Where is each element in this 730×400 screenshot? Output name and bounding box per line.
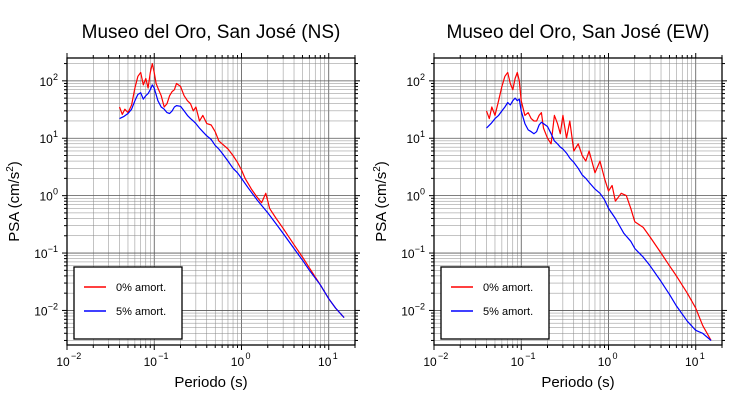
y-tick-label-exponent: −1 [48,244,58,254]
y-axis-label: PSA (cm/s2) [372,161,390,242]
legend-box [440,266,550,340]
x-tick-label: 10 [144,355,158,369]
x-tick-label-exponent: 0 [612,351,617,361]
x-tick-label-exponent: 0 [245,351,250,361]
y-axis-label-superscript: 2 [5,166,16,172]
y-axis-label-superscript: 2 [372,166,383,172]
grid [433,58,723,345]
y-tick-label-exponent: −2 [415,301,425,311]
y-tick-label: 10 [39,132,53,146]
x-tick-label-exponent: −1 [525,351,535,361]
y-axis-label: PSA (cm/s2) [5,161,23,242]
y-tick-label-exponent: −2 [48,301,58,311]
plot-frame [433,57,723,346]
legend-label: 5% amort. [483,306,533,318]
x-tick-label: 10 [598,355,612,369]
y-axis-label-text: PSA (cm/s [373,172,390,242]
x-tick-label-exponent: 1 [700,351,705,361]
chart-title: Museo del Oro, San José (EW) [447,22,710,43]
x-tick-label-exponent: −1 [158,351,168,361]
x-tick-label-exponent: 1 [333,351,338,361]
y-tick-label: 10 [34,247,48,261]
y-tick-label-exponent: −1 [415,244,425,254]
y-tick-label: 10 [401,247,415,261]
legend-label: 0% amort. [483,282,533,294]
legend-label: 5% amort. [116,306,166,318]
x-tick-label: 10 [56,355,70,369]
y-tick-label-exponent: 0 [53,187,58,197]
y-tick-label: 10 [406,75,420,89]
x-axis-label: Periodo (s) [174,374,247,391]
series-line-undamped [118,62,345,319]
legend-box [73,266,183,340]
y-tick-label: 10 [401,304,415,318]
y-axis-label-close: ) [6,161,23,166]
y-tick-label-exponent: 1 [53,129,58,139]
plot-frame [66,57,356,346]
x-tick-label-exponent: −2 [438,351,448,361]
x-tick-label-exponent: −2 [71,351,81,361]
y-axis-label-text: PSA (cm/s [6,172,23,242]
y-tick-label: 10 [406,190,420,204]
y-tick-label-exponent: 1 [420,129,425,139]
y-tick-label-exponent: 0 [420,187,425,197]
y-tick-label: 10 [39,75,53,89]
x-tick-label: 10 [423,355,437,369]
series-line-damped [119,84,345,319]
grid [66,58,356,345]
x-tick-label: 10 [231,355,245,369]
y-axis-label-close: ) [373,161,390,166]
x-axis-label: Periodo (s) [541,374,614,391]
y-tick-label: 10 [34,304,48,318]
chart-title: Museo del Oro, San José (NS) [82,22,341,43]
series-line-damped [486,97,712,341]
legend: 0% amort. 5% amort. [73,266,183,340]
y-tick-label: 10 [39,190,53,204]
y-tick-label: 10 [406,132,420,146]
x-tick-label: 10 [318,355,332,369]
y-tick-label-exponent: 2 [420,72,425,82]
series-line-undamped [485,71,712,341]
legend-label: 0% amort. [116,282,166,294]
x-tick-label: 10 [511,355,525,369]
y-tick-label-exponent: 2 [53,72,58,82]
x-tick-label: 10 [685,355,699,369]
legend: 0% amort. 5% amort. [440,266,550,340]
